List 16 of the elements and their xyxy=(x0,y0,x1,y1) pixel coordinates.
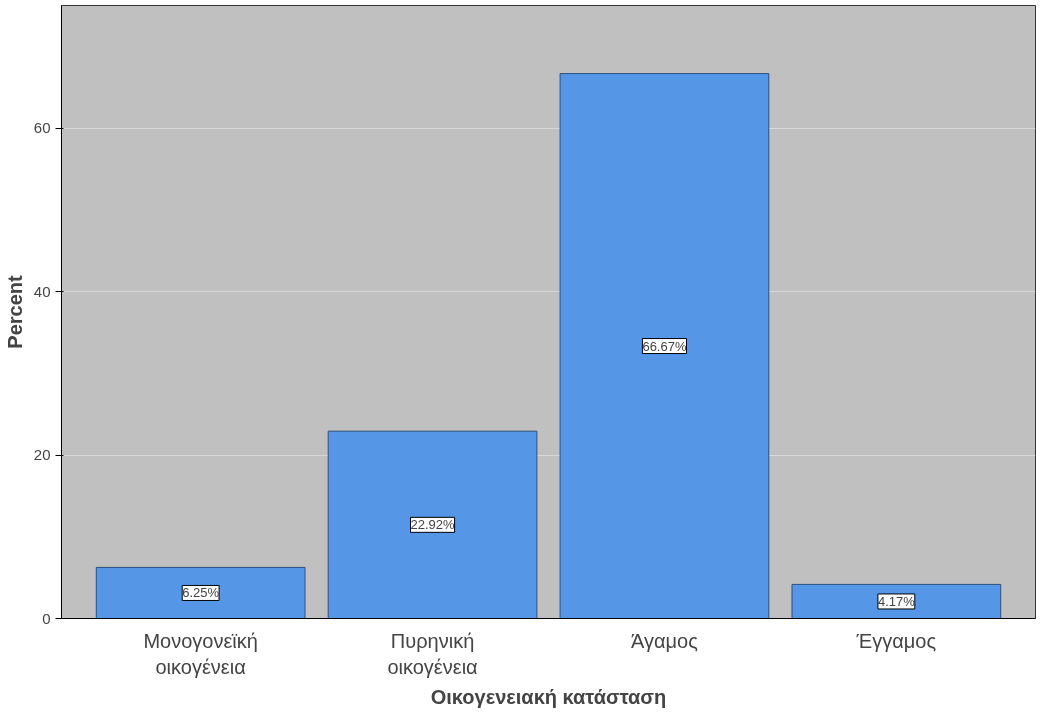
bar xyxy=(559,73,770,619)
x-tick-label: Μονογονεϊκή οικογένεια xyxy=(143,629,258,678)
x-tick-label: Άγαμος xyxy=(631,629,699,652)
bar xyxy=(327,430,538,619)
data-label: 22.92% xyxy=(410,517,456,533)
bar xyxy=(791,583,1002,619)
y-axis-title: Percent xyxy=(3,274,26,349)
y-tick-label: 40 xyxy=(33,282,51,300)
y-tick-label: 0 xyxy=(42,609,51,627)
y-tick-label: 60 xyxy=(33,119,51,137)
y-tick-label: 20 xyxy=(33,446,51,464)
x-tick-label: Πυρηνική οικογένεια xyxy=(387,629,478,678)
x-tick-label: Έγγαμος xyxy=(855,629,937,652)
bar xyxy=(95,566,306,619)
x-axis-title: Οικογενειακή κατάσταση xyxy=(430,685,667,708)
data-label: 66.67% xyxy=(642,338,687,354)
